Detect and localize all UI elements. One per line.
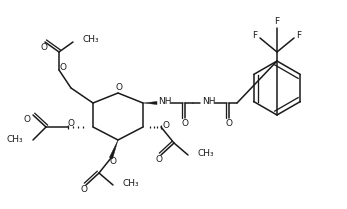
Text: O: O (155, 155, 162, 164)
Text: O: O (41, 42, 48, 51)
Text: F: F (296, 32, 302, 41)
Text: O: O (181, 119, 188, 127)
Text: F: F (252, 32, 257, 41)
Polygon shape (143, 102, 157, 104)
Text: CH₃: CH₃ (198, 149, 215, 158)
Text: CH₃: CH₃ (123, 180, 139, 189)
Text: O: O (116, 84, 122, 93)
Text: CH₃: CH₃ (83, 36, 100, 45)
Text: O: O (81, 186, 87, 195)
Polygon shape (109, 140, 118, 159)
Text: O: O (226, 119, 232, 127)
Text: F: F (274, 18, 280, 27)
Text: NH: NH (202, 98, 216, 107)
Text: O: O (59, 64, 67, 73)
Text: O: O (162, 121, 169, 130)
Text: NH: NH (158, 98, 172, 107)
Text: CH₃: CH₃ (6, 135, 23, 144)
Text: O: O (68, 120, 75, 129)
Text: O: O (110, 158, 117, 167)
Text: O: O (24, 116, 31, 125)
